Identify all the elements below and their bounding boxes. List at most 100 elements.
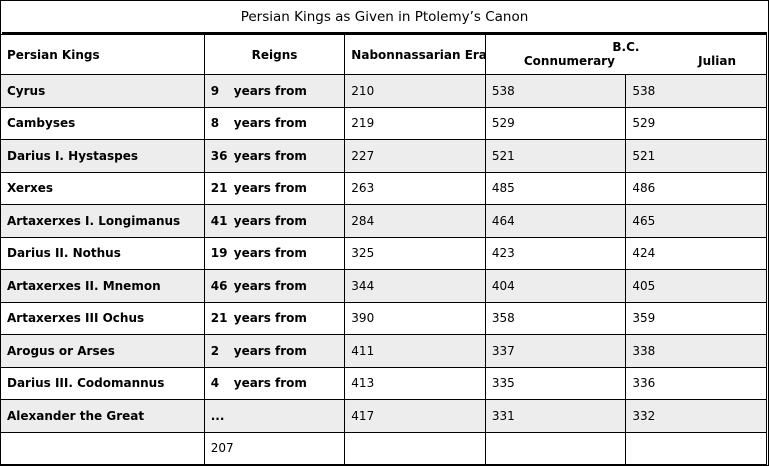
era-cell: 417 [344, 399, 486, 433]
empty-cell [0, 431, 205, 465]
table-row: Xerxes 21 years from 263 485 486 [0, 171, 767, 205]
reign-from-label: years from [233, 116, 307, 131]
reign-cell: ... [203, 399, 346, 433]
reign-from-label: years from [233, 376, 307, 391]
king-name-cell: Artaxerxes I. Longimanus [0, 204, 205, 238]
header-bc-group: B.C. Connumerary Julian [484, 34, 768, 75]
empty-cell [625, 431, 767, 465]
table-row: Cambyses 8 years from 219 529 529 [0, 106, 767, 140]
era-cell: 263 [344, 171, 486, 205]
connumerary-cell: 331 [484, 399, 627, 433]
reign-cell: 21 years from [203, 301, 346, 335]
julian-cell: 338 [625, 334, 767, 368]
connumerary-cell: 337 [484, 334, 627, 368]
julian-cell: 465 [625, 204, 767, 238]
reign-cell: 41 years from [203, 204, 346, 238]
reign-cell: 8 years from [203, 106, 346, 140]
reign-years: 36 [210, 148, 228, 163]
julian-cell: 486 [625, 171, 767, 205]
reign-cell: 21 years from [203, 171, 346, 205]
era-cell: 284 [344, 204, 486, 238]
reign-years: 2 [210, 343, 220, 358]
julian-cell: 405 [625, 269, 767, 303]
king-name-cell: Artaxerxes III Ochus [0, 301, 205, 335]
table-row: Arogus or Arses 2 years from 411 337 338 [0, 334, 767, 368]
table-body: Cyrus 9 years from 210 538 538 Cambyses 8 years … [0, 74, 767, 465]
reign-cell: 2 years from [203, 334, 346, 368]
reign-cell: 9 years from [203, 74, 346, 108]
king-name-cell: Darius I. Hystaspes [0, 139, 205, 173]
era-cell: 219 [344, 106, 486, 140]
empty-cell [484, 431, 627, 465]
julian-cell: 538 [625, 74, 767, 108]
era-cell: 390 [344, 301, 486, 335]
reign-cell: 46 years from [203, 269, 346, 303]
reign-from-label: years from [233, 213, 307, 228]
king-name-cell: Cyrus [0, 74, 205, 108]
julian-cell: 332 [625, 399, 767, 433]
julian-cell: 521 [625, 139, 767, 173]
reign-cell: 36 years from [203, 139, 346, 173]
era-cell: 413 [344, 366, 486, 400]
connumerary-cell: 485 [484, 171, 627, 205]
era-cell: 210 [344, 74, 486, 108]
reign-years: 4 [210, 376, 220, 391]
reign-years: 21 [210, 311, 228, 326]
reign-from-label: years from [233, 311, 307, 326]
reign-from-label: years from [233, 246, 307, 261]
reign-from-label: years from [233, 343, 307, 358]
connumerary-cell: 538 [484, 74, 627, 108]
reign-years: 21 [210, 181, 228, 196]
header-nabonnassarian-era: Nabonnassarian Era [344, 34, 486, 75]
connumerary-cell: 464 [484, 204, 627, 238]
reign-years: 9 [210, 83, 220, 98]
total-row: 207 [0, 431, 767, 465]
reign-from-label: years from [233, 148, 307, 163]
connumerary-cell: 521 [484, 139, 627, 173]
julian-cell: 336 [625, 366, 767, 400]
reign-cell: 19 years from [203, 236, 346, 270]
king-name-cell: Darius III. Codomannus [0, 366, 205, 400]
header-connumerary: Connumerary [523, 53, 615, 68]
table-row: Artaxerxes I. Longimanus 41 years from 284 4… [0, 204, 767, 238]
era-cell: 411 [344, 334, 486, 368]
canon-table: Persian Kings Reigns Nabonnassarian Era … [0, 34, 768, 465]
julian-cell: 529 [625, 106, 767, 140]
connumerary-cell: 404 [484, 269, 627, 303]
header-julian: Julian [698, 53, 736, 68]
julian-cell: 359 [625, 301, 767, 335]
total-reigns-cell: 207 [203, 431, 346, 465]
table-title: Persian Kings as Given in Ptolemy’s Cano… [2, 2, 767, 35]
julian-cell: 424 [625, 236, 767, 270]
table-row: Artaxerxes II. Mnemon 46 years from 344 404 4… [0, 269, 767, 303]
king-name-cell: Darius II. Nothus [0, 236, 205, 270]
reign-years: 8 [210, 116, 220, 131]
empty-cell [344, 431, 486, 465]
reign-years: 41 [210, 213, 228, 228]
reign-from-label: years from [233, 278, 307, 293]
reign-from-label: years from [233, 83, 307, 98]
king-name-cell: Cambyses [0, 106, 205, 140]
table-row: Alexander the Great... 417 331 332 [0, 399, 767, 433]
table-row: Darius III. Codomannus 4 years from 413 335 3… [0, 366, 767, 400]
king-name-cell: Xerxes [0, 171, 205, 205]
table-row: Artaxerxes III Ochus 21 years from 390 358 35… [0, 301, 767, 335]
table-row: Darius I. Hystaspes 36 years from 227 521 521 [0, 139, 767, 173]
reign-from-label: years from [233, 181, 307, 196]
king-name-cell: Artaxerxes II. Mnemon [0, 269, 205, 303]
connumerary-cell: 335 [484, 366, 627, 400]
header-bc: B.C. [612, 39, 640, 54]
connumerary-cell: 529 [484, 106, 627, 140]
reign-years: 46 [210, 278, 228, 293]
king-name-cell: Arogus or Arses [0, 334, 205, 368]
king-name-cell: Alexander the Great [0, 399, 205, 433]
era-cell: 325 [344, 236, 486, 270]
header-persian-kings: Persian Kings [0, 34, 205, 75]
header-row: Persian Kings Reigns Nabonnassarian Era … [0, 34, 768, 75]
header-reigns: Reigns [203, 34, 346, 75]
era-cell: 344 [344, 269, 486, 303]
reign-cell: 4 years from [203, 366, 346, 400]
era-cell: 227 [344, 139, 486, 173]
connumerary-cell: 358 [484, 301, 627, 335]
reign-years: 19 [210, 246, 228, 261]
